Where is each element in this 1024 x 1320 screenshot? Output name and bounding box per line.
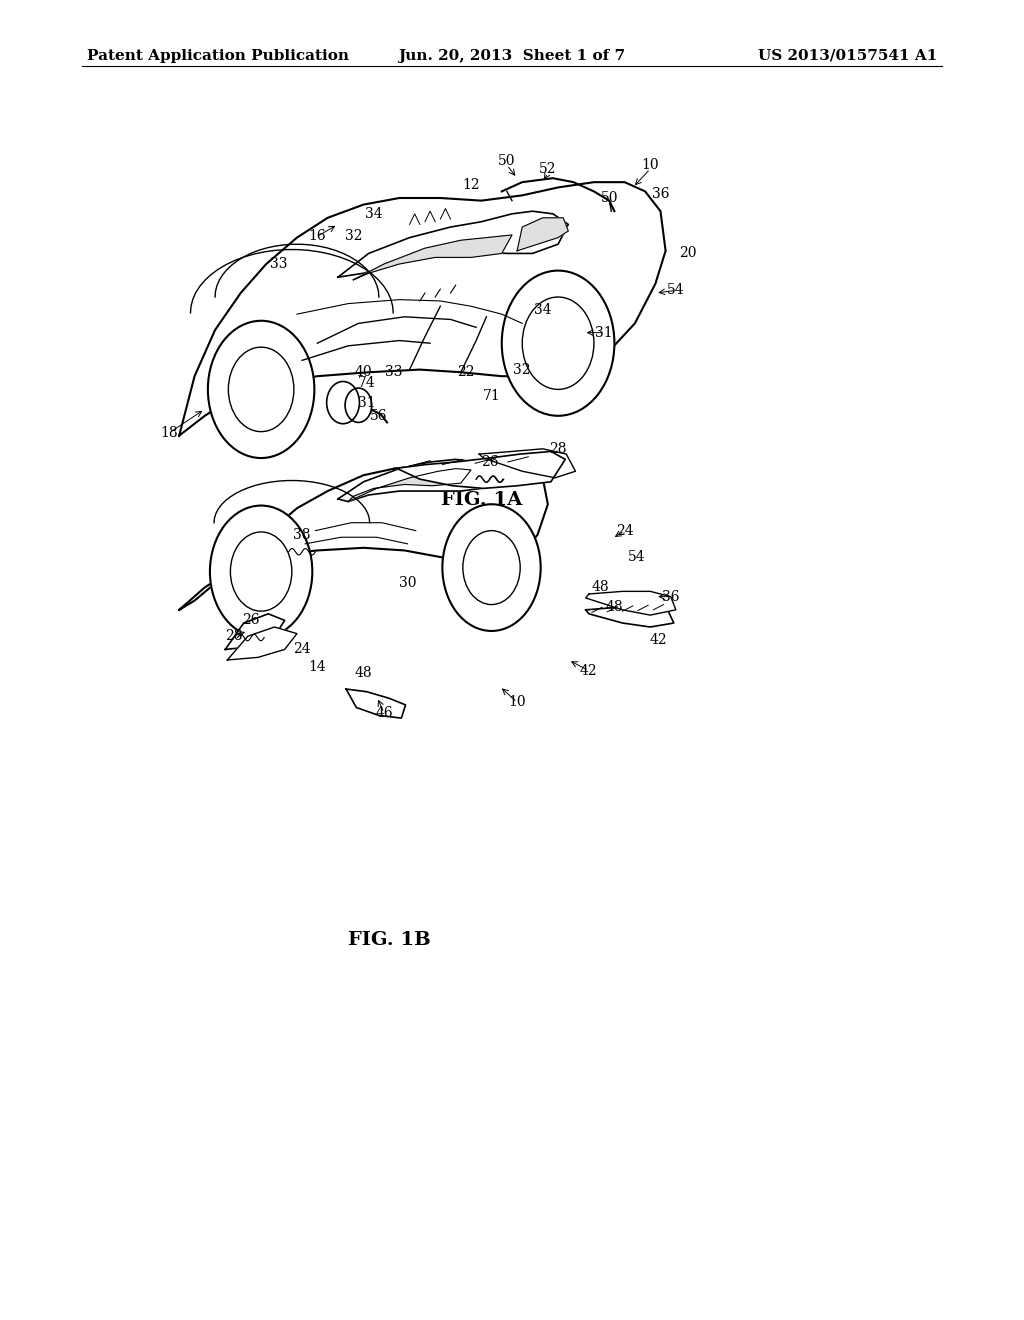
Circle shape: [327, 381, 359, 424]
Text: 33: 33: [269, 257, 288, 271]
Text: 22: 22: [457, 366, 475, 379]
Text: 54: 54: [667, 284, 685, 297]
Text: 50: 50: [600, 191, 618, 205]
Circle shape: [208, 321, 314, 458]
Polygon shape: [394, 451, 565, 488]
Text: 31: 31: [357, 396, 376, 409]
Text: 31: 31: [595, 326, 613, 339]
Text: 34: 34: [534, 304, 552, 317]
Text: 48: 48: [591, 581, 609, 594]
Text: 16: 16: [308, 230, 327, 243]
Text: 38: 38: [293, 528, 311, 541]
Polygon shape: [227, 627, 297, 660]
Text: 24: 24: [293, 643, 311, 656]
Circle shape: [345, 388, 372, 422]
Text: 56: 56: [370, 409, 388, 422]
Polygon shape: [517, 218, 568, 251]
Text: 28: 28: [224, 630, 243, 643]
Text: 26: 26: [242, 614, 260, 627]
Text: 32: 32: [344, 230, 362, 243]
Text: 42: 42: [649, 634, 668, 647]
Polygon shape: [348, 469, 471, 502]
Text: 12: 12: [462, 178, 480, 191]
Text: 26: 26: [480, 455, 499, 469]
Text: 36: 36: [651, 187, 670, 201]
Circle shape: [210, 506, 312, 638]
Polygon shape: [338, 211, 568, 277]
Text: Jun. 20, 2013  Sheet 1 of 7: Jun. 20, 2013 Sheet 1 of 7: [398, 49, 626, 63]
Text: 32: 32: [513, 363, 531, 376]
Text: 20: 20: [679, 247, 697, 260]
Circle shape: [442, 504, 541, 631]
Polygon shape: [179, 459, 548, 610]
Polygon shape: [338, 459, 489, 502]
Text: Patent Application Publication: Patent Application Publication: [87, 49, 349, 63]
Text: 33: 33: [385, 366, 403, 379]
Text: 34: 34: [365, 207, 383, 220]
Text: 74: 74: [357, 376, 376, 389]
Polygon shape: [353, 235, 512, 280]
Text: 40: 40: [354, 366, 373, 379]
Text: 48: 48: [605, 601, 624, 614]
Polygon shape: [586, 605, 674, 627]
Text: 30: 30: [398, 577, 417, 590]
Text: 10: 10: [508, 696, 526, 709]
Text: 14: 14: [308, 660, 327, 673]
Text: 10: 10: [641, 158, 659, 172]
Text: 42: 42: [580, 664, 598, 677]
Polygon shape: [586, 591, 676, 615]
Text: 54: 54: [628, 550, 646, 564]
Text: 18: 18: [160, 426, 178, 440]
Text: US 2013/0157541 A1: US 2013/0157541 A1: [758, 49, 937, 63]
Text: 52: 52: [539, 162, 557, 176]
Text: FIG. 1B: FIG. 1B: [348, 931, 430, 949]
Circle shape: [502, 271, 614, 416]
Text: 46: 46: [375, 706, 393, 719]
Polygon shape: [179, 182, 666, 436]
Polygon shape: [225, 614, 285, 649]
Text: FIG. 1A: FIG. 1A: [440, 491, 522, 510]
Text: 24: 24: [615, 524, 634, 537]
Polygon shape: [479, 449, 575, 478]
Text: 71: 71: [482, 389, 501, 403]
Text: 48: 48: [354, 667, 373, 680]
Text: 50: 50: [498, 154, 516, 168]
Text: 36: 36: [662, 590, 680, 603]
Text: 28: 28: [549, 442, 567, 455]
Polygon shape: [346, 689, 406, 718]
